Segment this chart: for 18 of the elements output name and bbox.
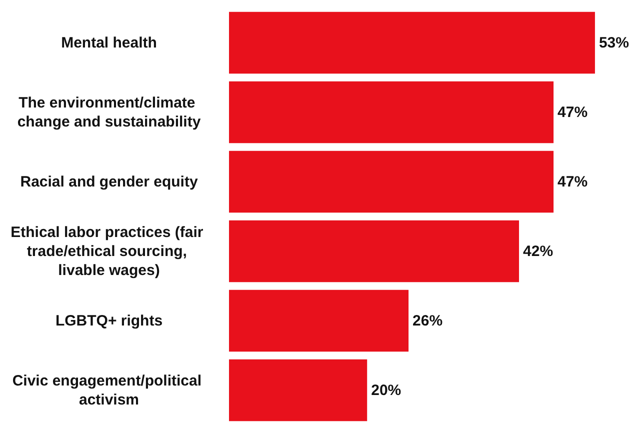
bar [229, 220, 520, 282]
data-label: 26% [412, 312, 443, 330]
data-label: 47% [558, 173, 588, 190]
bar [229, 81, 554, 144]
data-label: 42% [523, 242, 554, 260]
data-label: 47% [558, 104, 588, 121]
y-tick-label: Mental health [61, 34, 157, 52]
y-tick-label: The environment/climate change and sustainability [17, 94, 202, 130]
bar [229, 150, 554, 213]
y-tick-label: LGBTQ+ rights [55, 312, 163, 330]
bar [229, 359, 368, 422]
bar [229, 290, 409, 352]
bar [229, 12, 595, 74]
data-label: 53% [598, 34, 629, 52]
y-tick-label: Civic engagement/political activism [12, 372, 206, 408]
y-tick-label: Ethical labor practices (fair trade/ethical sourcing, livable wages) [10, 224, 208, 279]
data-label: 20% [371, 382, 402, 399]
y-tick-label: Racial and gender equity [20, 173, 198, 190]
